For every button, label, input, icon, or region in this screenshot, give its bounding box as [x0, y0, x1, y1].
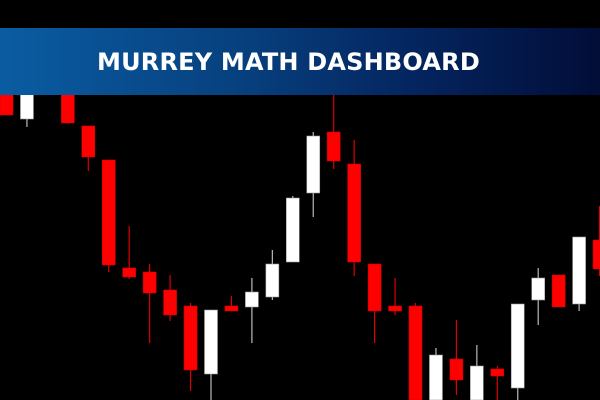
- candle-12: [265, 250, 280, 300]
- candle-4: [101, 159, 116, 272]
- candle-body: [429, 354, 443, 400]
- candle-27: [572, 236, 586, 311]
- candle-1: [20, 89, 34, 127]
- candle-3: [81, 125, 96, 171]
- candle-19: [408, 303, 423, 400]
- candle-23: [490, 366, 505, 400]
- candle-body: [163, 289, 177, 316]
- candle-body: [572, 236, 586, 305]
- candle-13: [285, 196, 300, 263]
- candle-6: [142, 264, 157, 343]
- candle-body: [81, 125, 96, 158]
- candle-body: [122, 267, 136, 278]
- candle-24: [510, 303, 525, 400]
- candle-5: [122, 226, 136, 279]
- candle-body: [101, 159, 116, 266]
- candle-body: [490, 368, 505, 377]
- candle-17: [367, 263, 382, 343]
- candle-body: [347, 163, 361, 263]
- candle-28: [592, 206, 600, 276]
- candle-body: [326, 131, 341, 162]
- candle-body: [367, 263, 382, 312]
- candle-body: [142, 271, 157, 294]
- candle-18: [388, 278, 402, 315]
- candle-body: [531, 277, 546, 301]
- candle-11: [245, 278, 259, 343]
- candle-10: [224, 296, 239, 312]
- candle-7: [163, 275, 177, 321]
- candle-body: [592, 239, 600, 270]
- candle-body: [510, 303, 525, 389]
- candle-body: [449, 358, 464, 381]
- title-banner: MURREY MATH DASHBOARD: [0, 28, 600, 95]
- candle-body: [183, 305, 198, 371]
- candle-14: [306, 132, 321, 217]
- candle-9: [204, 309, 218, 400]
- banner-title: MURREY MATH DASHBOARD: [97, 47, 480, 76]
- candle-25: [531, 268, 546, 325]
- candle-26: [551, 274, 566, 308]
- candle-22: [470, 345, 484, 400]
- candle-body: [285, 197, 300, 263]
- candle-8: [183, 303, 198, 391]
- candle-21: [449, 320, 464, 395]
- candle-body: [388, 305, 402, 312]
- candle-body: [551, 274, 566, 308]
- candle-body: [470, 365, 484, 400]
- candle-body: [224, 305, 239, 312]
- candle-body: [408, 305, 423, 400]
- candle-body: [204, 309, 218, 375]
- candle-20: [429, 348, 443, 400]
- candle-body: [245, 291, 259, 308]
- candle-body: [306, 135, 321, 194]
- candle-15: [326, 90, 341, 169]
- candle-body: [265, 263, 280, 298]
- candle-16: [347, 140, 361, 276]
